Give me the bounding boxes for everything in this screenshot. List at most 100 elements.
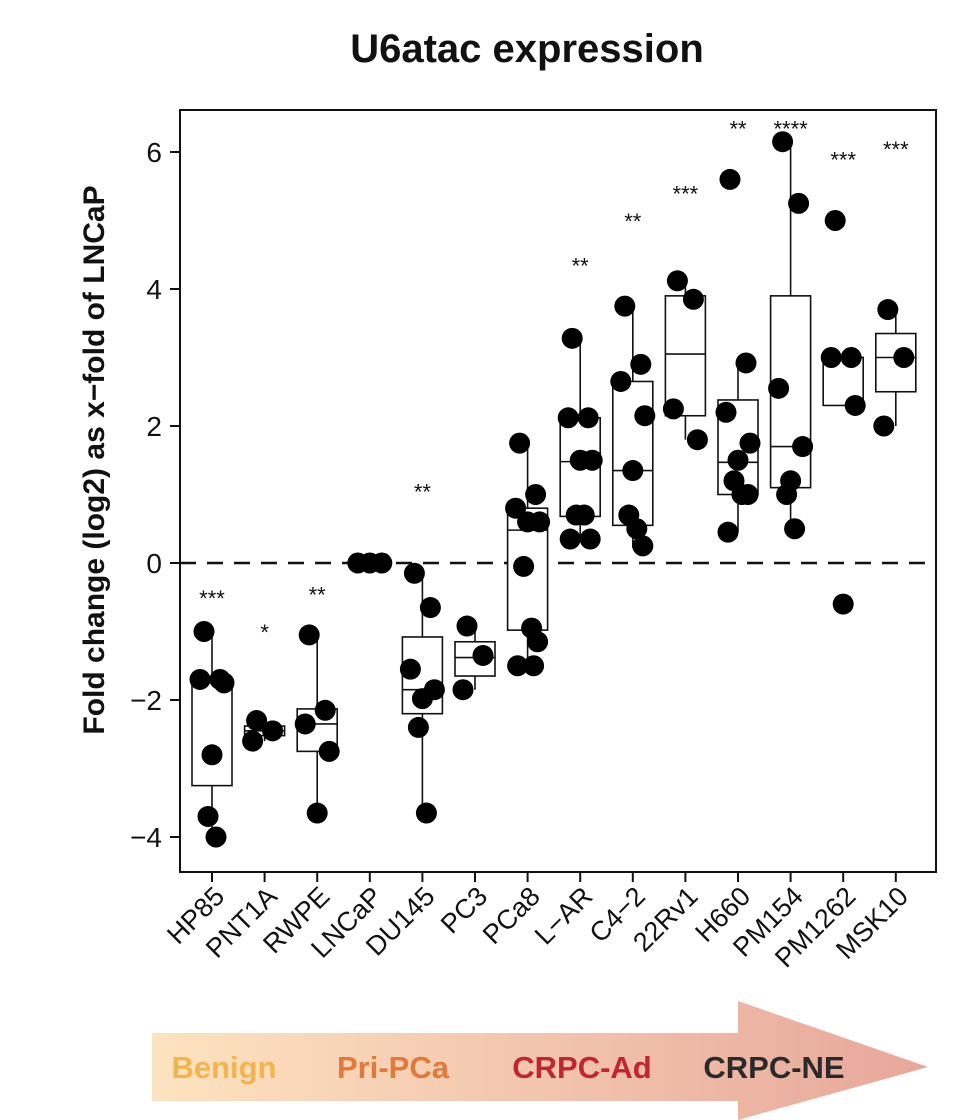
- data-point: [561, 327, 583, 349]
- data-point: [505, 497, 527, 519]
- significance-label: ***: [673, 182, 699, 207]
- data-point: [626, 518, 648, 540]
- data-point: [772, 131, 794, 153]
- significance-label: ***: [830, 147, 856, 172]
- data-point: [719, 168, 741, 190]
- data-point: [873, 415, 895, 437]
- box-0: [191, 631, 233, 837]
- y-tick-label: 4: [146, 274, 162, 305]
- significance-label: **: [572, 254, 590, 279]
- data-point: [737, 484, 759, 505]
- data-point: [630, 353, 652, 375]
- data-point: [411, 688, 433, 710]
- y-tick-label: −2: [130, 685, 162, 716]
- data-point: [824, 210, 846, 231]
- box-body: [191, 677, 233, 787]
- data-point: [371, 552, 393, 574]
- y-tick-label: 6: [146, 137, 162, 168]
- significance-label: ***: [199, 586, 225, 611]
- data-point: [735, 352, 757, 374]
- stage-label-benign: Benign: [171, 1050, 276, 1085]
- stage-arrow-shape: [152, 1001, 928, 1120]
- significance-label: **: [729, 117, 747, 142]
- data-point: [832, 593, 854, 615]
- data-point: [262, 720, 284, 742]
- data-point: [557, 407, 579, 429]
- data-point: [893, 347, 915, 368]
- x-tick-label: PCa8: [477, 881, 546, 950]
- data-point: [205, 826, 227, 848]
- data-point: [776, 484, 798, 505]
- data-point: [403, 562, 425, 584]
- significance-label: ****: [773, 117, 808, 142]
- data-point: [715, 401, 737, 423]
- data-point: [717, 521, 739, 543]
- data-point: [507, 655, 529, 677]
- data-point: [614, 295, 636, 317]
- data-point: [569, 449, 591, 471]
- data-point: [399, 658, 421, 680]
- data-point: [666, 270, 688, 292]
- data-point: [314, 699, 336, 721]
- data-point: [573, 504, 595, 526]
- data-point: [579, 528, 601, 550]
- points-layer: [189, 131, 915, 848]
- data-point: [456, 615, 478, 637]
- data-point: [527, 631, 549, 653]
- significance-label: **: [624, 209, 642, 234]
- data-point: [784, 518, 806, 540]
- data-point: [634, 405, 656, 427]
- data-point: [452, 679, 474, 701]
- data-point: [559, 528, 581, 550]
- y-axis: −4 −2 0 2 4 6: [130, 137, 180, 853]
- data-point: [201, 744, 223, 766]
- data-point: [509, 432, 531, 454]
- data-point: [682, 288, 704, 310]
- plot-frame: [179, 109, 937, 873]
- data-point: [193, 621, 215, 642]
- data-point: [840, 347, 862, 368]
- chart-title: U6atac expression: [350, 27, 704, 71]
- data-point: [622, 460, 644, 482]
- stage-label-crpc-ad: CRPC-Ad: [512, 1050, 652, 1085]
- data-point: [768, 377, 790, 399]
- data-point: [472, 644, 494, 666]
- data-point: [242, 730, 264, 752]
- significance-label: *: [260, 620, 269, 645]
- y-tick-label: −4: [130, 822, 162, 853]
- data-point: [306, 802, 328, 824]
- stage-label-pri-pca: Pri-PCa: [337, 1050, 450, 1085]
- data-point: [877, 299, 899, 321]
- significance-layer: ***************** ******* ***: [199, 117, 909, 645]
- y-axis-label: Fold change (log2) as x−fold of LNCaP: [78, 185, 111, 734]
- data-point: [792, 436, 814, 458]
- y-tick-label: 0: [146, 548, 162, 579]
- data-point: [419, 597, 441, 619]
- data-point: [610, 370, 632, 392]
- data-point: [415, 802, 437, 824]
- data-point: [513, 555, 535, 577]
- data-point: [523, 655, 545, 677]
- y-tick-label: 2: [146, 411, 162, 442]
- data-point: [632, 535, 654, 557]
- data-point: [197, 805, 219, 827]
- data-point: [298, 624, 320, 646]
- data-point: [727, 449, 749, 471]
- data-point: [686, 429, 708, 451]
- data-point: [246, 710, 268, 732]
- data-point: [820, 347, 842, 368]
- x-tick-label: L−AR: [529, 881, 599, 951]
- data-point: [739, 432, 761, 454]
- data-point: [213, 672, 235, 694]
- data-point: [662, 398, 684, 420]
- box-13: [874, 309, 917, 426]
- data-point: [525, 484, 547, 505]
- box-body: [611, 380, 654, 527]
- x-axis: HP85PNT1ARWPELNCaPDU145PC3PCa8L−ARC4−222…: [161, 872, 914, 973]
- data-point: [294, 713, 316, 735]
- stage-label-crpc-ne: CRPC-NE: [703, 1050, 844, 1085]
- significance-label: **: [309, 582, 327, 607]
- data-point: [318, 740, 340, 762]
- data-point: [189, 668, 211, 690]
